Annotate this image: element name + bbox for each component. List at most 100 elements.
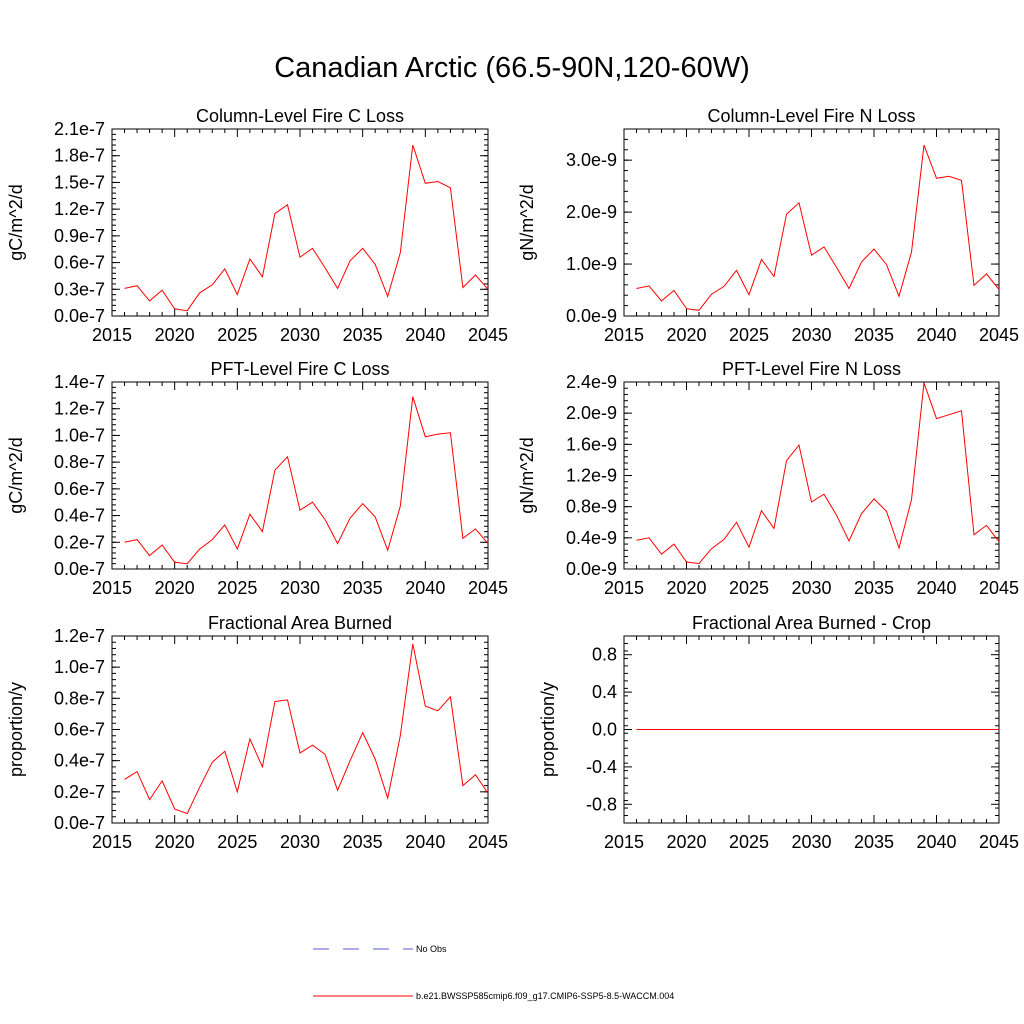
y-tick-label: 0.0e-9 xyxy=(566,306,617,326)
x-tick-label: 2025 xyxy=(729,578,769,598)
y-axis-label: proportion/y xyxy=(538,682,558,777)
plot-frame xyxy=(111,381,489,570)
x-tick-label: 2020 xyxy=(155,325,195,345)
x-tick-label: 2045 xyxy=(468,832,508,852)
y-tick-label: 0.0e-9 xyxy=(566,559,617,579)
y-tick-label: 2.4e-9 xyxy=(566,372,617,392)
x-tick-label: 2015 xyxy=(604,578,644,598)
y-axis-label: gN/m^2/d xyxy=(517,437,537,513)
y-tick-label: 0.8e-9 xyxy=(566,497,617,517)
x-tick-label: 2025 xyxy=(217,325,257,345)
y-tick-label: 0.2e-7 xyxy=(54,532,105,552)
y-tick-label: 0.8 xyxy=(592,645,617,665)
y-tick-label: 1.8e-7 xyxy=(54,146,105,166)
x-tick-label: 2020 xyxy=(666,325,706,345)
y-tick-label: 0.4e-7 xyxy=(54,506,105,526)
x-tick-label: 2035 xyxy=(854,325,894,345)
x-tick-label: 2020 xyxy=(666,832,706,852)
y-tick-label: 2.0e-9 xyxy=(566,403,617,423)
y-tick-label: 3.0e-9 xyxy=(566,150,617,170)
x-tick-label: 2015 xyxy=(92,325,132,345)
x-tick-label: 2045 xyxy=(979,832,1019,852)
x-tick-label: 2015 xyxy=(604,832,644,852)
y-tick-label: 1.2e-7 xyxy=(54,626,105,646)
y-tick-label: 0.4e-9 xyxy=(566,528,617,548)
x-tick-label: 2025 xyxy=(729,325,769,345)
y-tick-label: 1.5e-7 xyxy=(54,172,105,192)
x-tick-label: 2015 xyxy=(604,325,644,345)
y-tick-label: 0.9e-7 xyxy=(54,226,105,246)
x-tick-label: 2030 xyxy=(280,832,320,852)
plot-frame xyxy=(623,381,1000,570)
x-tick-label: 2015 xyxy=(92,578,132,598)
series-line xyxy=(124,144,489,312)
x-tick-label: 2025 xyxy=(217,578,257,598)
y-tick-label: 1.4e-7 xyxy=(54,372,105,392)
x-tick-label: 2020 xyxy=(155,578,195,598)
plot-frame xyxy=(111,128,489,317)
x-tick-label: 2030 xyxy=(791,832,831,852)
x-tick-label: 2045 xyxy=(979,325,1019,345)
y-tick-label: 0.4e-7 xyxy=(54,751,105,771)
y-tick-label: 0.6e-7 xyxy=(54,720,105,740)
y-tick-label: 0.4 xyxy=(592,682,617,702)
y-axis-label: gC/m^2/d xyxy=(6,437,26,513)
x-tick-label: 2015 xyxy=(92,832,132,852)
chart-panel-2: Column-Level Fire N Loss gN/m^2/d 2015 2020… xyxy=(517,106,1019,345)
x-tick-label: 2035 xyxy=(854,832,894,852)
x-tick-label: 2020 xyxy=(666,578,706,598)
y-tick-label: 0.6e-7 xyxy=(54,479,105,499)
y-tick-label: 0.3e-7 xyxy=(54,279,105,299)
figure-title: Canadian Arctic (66.5-90N,120-60W) xyxy=(274,52,750,84)
y-tick-label: 0.0e-7 xyxy=(54,306,105,326)
x-tick-label: 2030 xyxy=(280,325,320,345)
x-tick-label: 2040 xyxy=(405,578,445,598)
x-tick-label: 2020 xyxy=(155,832,195,852)
y-tick-label: 1.0e-7 xyxy=(54,425,105,445)
x-tick-label: 2035 xyxy=(343,578,383,598)
y-tick-label: 0.6e-7 xyxy=(54,253,105,273)
x-tick-label: 2040 xyxy=(916,578,956,598)
chart-panel-1: Column-Level Fire C Loss gC/m^2/d 2015 2020… xyxy=(6,106,508,345)
x-tick-label: 2035 xyxy=(343,832,383,852)
y-tick-label: 0.8e-7 xyxy=(54,688,105,708)
y-tick-label: 1.2e-7 xyxy=(54,199,105,219)
x-tick-label: 2035 xyxy=(854,578,894,598)
chart-panel-3: PFT-Level Fire C Loss gC/m^2/d 2015 2020 202… xyxy=(6,359,508,598)
chart-title: Fractional Area Burned xyxy=(208,613,392,633)
chart-title: PFT-Level Fire N Loss xyxy=(722,359,901,379)
x-tick-label: 2040 xyxy=(405,832,445,852)
x-tick-label: 2045 xyxy=(468,325,508,345)
x-tick-label: 2040 xyxy=(916,832,956,852)
chart-panel-4: PFT-Level Fire N Loss gN/m^2/d 2015 2020 202… xyxy=(517,359,1019,598)
chart-title: Column-Level Fire C Loss xyxy=(196,106,404,126)
x-tick-label: 2030 xyxy=(791,325,831,345)
chart-panels: Column-Level Fire C Loss gC/m^2/d 2015 2020… xyxy=(6,106,1019,852)
y-tick-label: 1.2e-9 xyxy=(566,466,617,486)
y-tick-label: 2.1e-7 xyxy=(54,119,105,139)
series-line xyxy=(124,643,489,815)
legend: No Obs b.e21.BWSSP585cmip6.f09_g17.CMIP6… xyxy=(313,944,674,1001)
plot-frame xyxy=(623,128,1000,317)
y-tick-label: 1.6e-9 xyxy=(566,434,617,454)
y-tick-label: 0.2e-7 xyxy=(54,782,105,802)
x-tick-label: 2045 xyxy=(979,578,1019,598)
chart-panel-5: Fractional Area Burned proportion/y 2015 20… xyxy=(6,613,508,852)
y-tick-label: 0.0e-7 xyxy=(54,559,105,579)
y-tick-label: 2.0e-9 xyxy=(566,202,617,222)
y-tick-label: -0.8 xyxy=(586,794,617,814)
series-line xyxy=(124,396,489,565)
y-axis-label: gC/m^2/d xyxy=(6,184,26,260)
y-tick-label: 1.0e-9 xyxy=(566,254,617,274)
y-tick-label: 0.8e-7 xyxy=(54,452,105,472)
chart-title: PFT-Level Fire C Loss xyxy=(210,359,389,379)
y-axis-label: gN/m^2/d xyxy=(517,184,537,260)
y-tick-label: 0.0e-7 xyxy=(54,813,105,833)
y-tick-label: -0.4 xyxy=(586,757,617,777)
y-tick-label: 0.0 xyxy=(592,720,617,740)
series-line xyxy=(636,382,1000,565)
x-tick-label: 2040 xyxy=(916,325,956,345)
legend-model-run-label: b.e21.BWSSP585cmip6.f09_g17.CMIP6-SSP5-8… xyxy=(416,991,674,1001)
y-tick-label: 1.0e-7 xyxy=(54,657,105,677)
